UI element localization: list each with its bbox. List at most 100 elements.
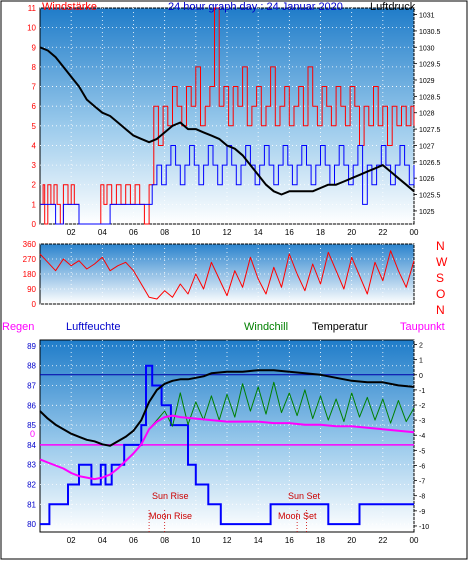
y-tick-label-right: 1026 [419, 176, 435, 183]
x-tick-label: 00 [410, 536, 419, 545]
y-tick-label: 1 [32, 200, 37, 209]
humidity-axis: 80 81 82 83 84 85 86 87 88 89 [27, 342, 36, 529]
y-tick-label-right: 1025.5 [419, 193, 441, 200]
y-tick-label: 270 [23, 255, 37, 264]
x-tick-label: 16 [285, 536, 294, 545]
luftdruck-label: Luftdruck [370, 1, 416, 13]
sun-rise-label: Sun Rise [152, 491, 189, 501]
y-tick-label: 4 [32, 141, 37, 150]
rain-zero-label: 0 [30, 429, 35, 439]
x-tick-label: 04 [98, 228, 107, 237]
y-tick-label-right: -7 [419, 479, 425, 486]
x-tick-label: 18 [316, 228, 325, 237]
y-tick-label-right: 2 [419, 343, 423, 350]
wind-axis: 0 1 2 3 4 5 6 7 8 9 10 11 [27, 4, 36, 229]
y-tick-label: 0 [32, 220, 37, 229]
y-tick-label: 90 [27, 285, 36, 294]
y-tick-label: 360 [23, 240, 37, 249]
windrichtung-line [39, 250, 415, 300]
taupunkt-label: Taupunkt [400, 321, 445, 333]
compass-label: N [436, 239, 445, 253]
x-tick-label: 14 [254, 228, 263, 237]
y-tick-label-right: -1 [419, 388, 425, 395]
compass-label: N [436, 303, 445, 317]
x-tick-label: 22 [378, 536, 387, 545]
y-tick-label: 5 [32, 122, 37, 131]
wind-average-line [40, 145, 415, 225]
x-tick-label: 06 [129, 228, 138, 237]
luftfeuchte-line [40, 364, 414, 526]
y-tick-label: 88 [27, 362, 36, 371]
y-tick-label: 80 [27, 520, 36, 529]
x-tick-label: 12 [223, 536, 232, 545]
y-tick-label-right: -6 [419, 463, 425, 470]
y-tick-label: 82 [27, 480, 36, 489]
y-tick-label: 81 [27, 500, 36, 509]
humidity-temperature-grid [40, 340, 415, 532]
time-axis-top: 02 04 06 08 10 12 14 16 18 20 22 00 [67, 228, 419, 237]
y-tick-label: 2 [32, 181, 37, 190]
direction-degree-axis: 0 90 180 270 360 [23, 240, 37, 309]
y-tick-label-right: -4 [419, 433, 425, 440]
windstaerke-label: Windstärke [42, 1, 97, 13]
x-tick-label: 02 [67, 536, 76, 545]
y-tick-label-right: 1025 [419, 209, 435, 216]
y-tick-label: 0 [32, 300, 37, 309]
y-tick-label-right: 1028.5 [419, 94, 441, 101]
compass-label: O [436, 287, 445, 301]
moon-rise-label: Moon Rise [149, 511, 192, 521]
compass-label: W [436, 255, 448, 269]
y-tick-label: 87 [27, 382, 36, 391]
x-tick-label: 14 [254, 536, 263, 545]
luftfeuchte-label: Luftfeuchte [66, 321, 120, 333]
time-axis-bottom: 02 04 06 08 10 12 14 16 18 20 22 00 [67, 536, 419, 545]
y-tick-label-right: 1031 [419, 13, 435, 20]
regen-label: Regen [2, 321, 34, 333]
moon-set-label: Moon Set [278, 511, 317, 521]
x-tick-label: 06 [129, 536, 138, 545]
y-tick-label: 89 [27, 342, 36, 351]
x-tick-label: 04 [98, 536, 107, 545]
y-tick-label-right: 1027 [419, 143, 435, 150]
y-tick-label-right: 1026.5 [419, 160, 441, 167]
y-tick-label-right: -5 [419, 448, 425, 455]
windchill-label: Windchill [244, 321, 288, 333]
sun-set-label: Sun Set [288, 491, 321, 501]
y-tick-label-right: 1030 [419, 45, 435, 52]
y-tick-label: 85 [27, 421, 36, 430]
y-tick-label: 8 [32, 63, 37, 72]
pressure-axis: 1025 1025.5 1026 1026.5 1027 1027.5 1028 1028.5… [414, 13, 441, 216]
compass-label: S [436, 271, 444, 285]
y-tick-label: 3 [32, 161, 37, 170]
y-tick-label-right: -9 [419, 509, 425, 516]
x-tick-label: 10 [191, 228, 200, 237]
y-tick-label: 180 [23, 270, 37, 279]
windchill-line [148, 381, 415, 430]
x-tick-label: 02 [67, 228, 76, 237]
y-tick-label-right: -8 [419, 494, 425, 501]
y-tick-label-right: 1027.5 [419, 127, 441, 134]
y-tick-label-right: -10 [419, 524, 429, 531]
y-tick-label: 83 [27, 461, 36, 470]
y-tick-label: 6 [32, 102, 37, 111]
y-tick-label: 86 [27, 401, 36, 410]
y-tick-label: 11 [28, 4, 37, 13]
humidity-temperature-series [39, 364, 415, 532]
y-tick-label-right: 1029 [419, 78, 435, 85]
luftdruck-line [39, 46, 415, 196]
graph-title: 24 hour graph day : 24 Januar 2020 [168, 1, 343, 13]
x-tick-label: 08 [160, 228, 169, 237]
taupunkt-line [39, 414, 415, 481]
y-tick-label: 10 [27, 24, 36, 33]
x-tick-label: 20 [347, 536, 356, 545]
x-tick-label: 18 [316, 536, 325, 545]
temperature-axis: 2 1 0 -1 -2 -3 -4 -5 -6 -7 -8 -9 -10 [414, 343, 429, 531]
x-tick-label: 22 [378, 228, 387, 237]
temperatur-label: Temperatur [312, 321, 368, 333]
